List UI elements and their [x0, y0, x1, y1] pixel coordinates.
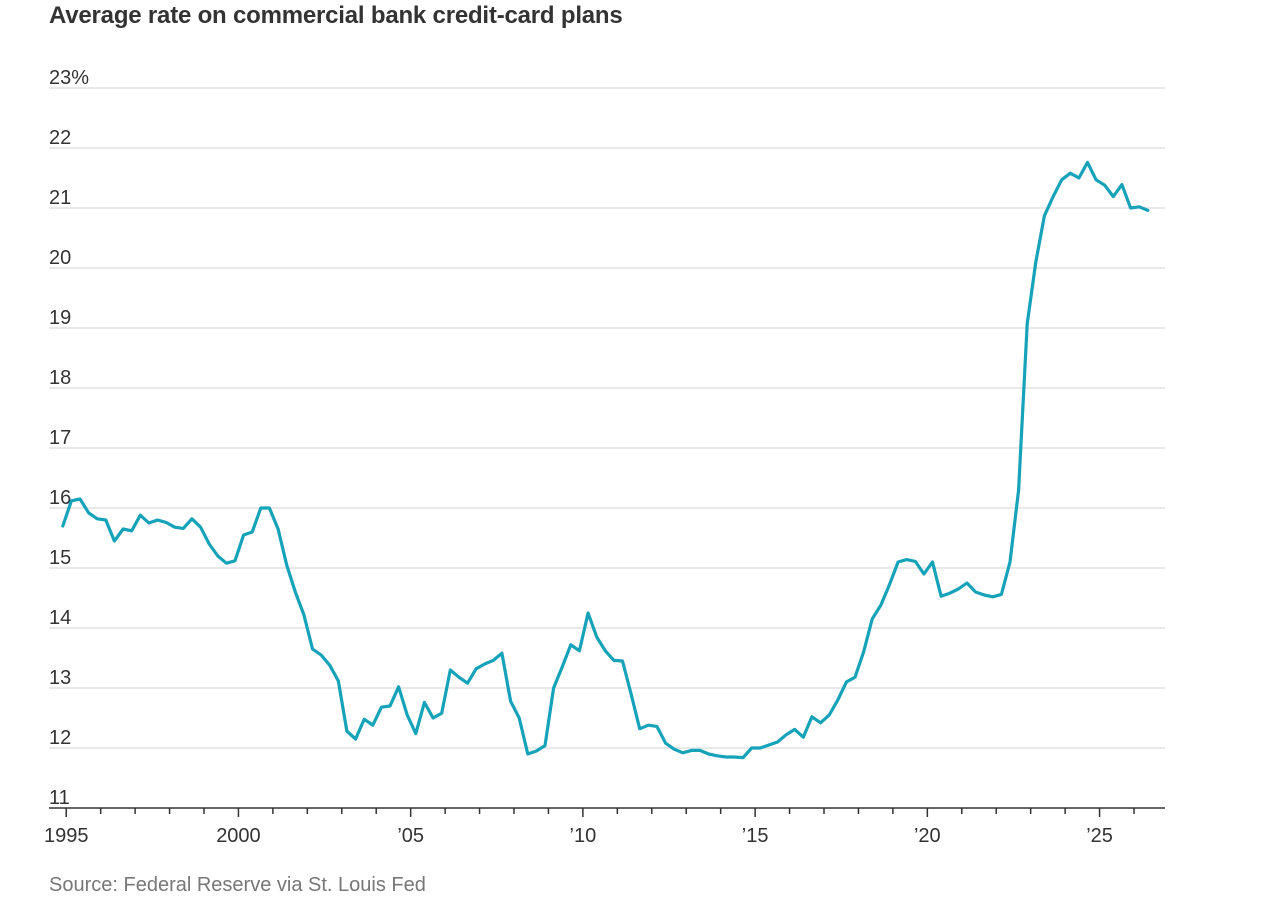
series-lines	[61, 160, 1150, 760]
x-tick-label: ’15	[742, 825, 769, 847]
y-tick-label: 18	[49, 367, 71, 389]
y-tick-label: 13	[49, 667, 71, 689]
x-tick-label: ’20	[914, 825, 941, 847]
x-tick-label: 1995	[44, 825, 89, 847]
y-tick-label: 17	[49, 427, 71, 449]
y-tick-label: 21	[49, 187, 71, 209]
y-tick-label: 14	[49, 607, 71, 629]
y-tick-label: 15	[49, 547, 71, 569]
y-tick-label: 23%	[49, 67, 89, 89]
series-line-0	[61, 160, 1150, 760]
y-tick-label: 22	[49, 127, 71, 149]
gridlines	[49, 87, 1165, 749]
y-axis-labels: 23% 22 21 20 19 18 17 16 15 14 13 12 11	[49, 67, 89, 809]
x-tick-label: ’25	[1086, 825, 1113, 847]
y-tick-label: 20	[49, 247, 71, 269]
x-tick-label: ’10	[570, 825, 597, 847]
y-tick-label: 19	[49, 307, 71, 329]
chart-title: Average rate on commercial bank credit-c…	[49, 2, 623, 29]
y-tick-label: 16	[49, 487, 71, 509]
x-tick-label: 2000	[216, 825, 261, 847]
x-tick-label: ’05	[397, 825, 424, 847]
y-tick-label: 12	[49, 727, 71, 749]
x-axis: 1995 2000 ’05 ’10 ’15 ’20 ’25	[44, 807, 1165, 847]
source-note: Source: Federal Reserve via St. Louis Fe…	[49, 874, 426, 896]
y-tick-label: 11	[49, 787, 70, 809]
